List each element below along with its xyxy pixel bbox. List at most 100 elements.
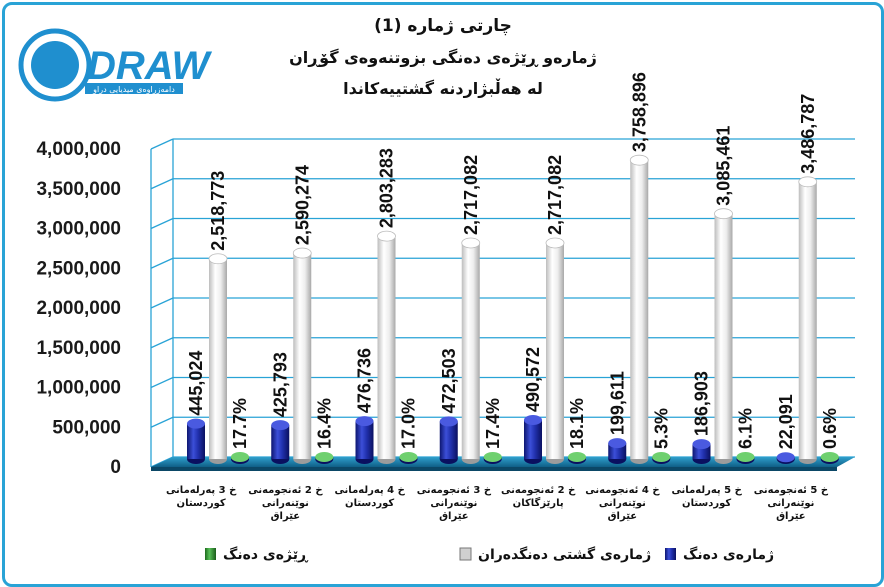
bar-cap <box>692 439 711 450</box>
x-tick-label: نوێنەرانی <box>599 498 646 509</box>
y-tick-label: 3,500,000 <box>36 179 121 200</box>
bar-votes <box>608 438 627 464</box>
x-tick-label: نوێنەرانی <box>262 498 309 509</box>
value-labels: 445,024 2,518,773 17.7% 425,793 2,590,274 16.… <box>186 72 840 449</box>
value-label-votes: 445,024 <box>186 351 206 416</box>
bar-cap <box>524 414 542 425</box>
chart-title-line-1: چارتی ژمارە (1) <box>374 16 512 36</box>
bar-cap <box>208 253 228 265</box>
gridline-diag <box>150 337 174 349</box>
bar-vote-share <box>231 452 249 464</box>
draw-logo: DRAW دامەزراوەی میدیایی دراو <box>18 28 212 102</box>
x-tick-label: کوردستان <box>682 498 731 509</box>
legend-swatch <box>459 547 472 561</box>
bar-votes <box>271 420 290 464</box>
x-tick-label: نوێنەرانی <box>767 498 814 509</box>
x-tick-label: خ 2 ئەنجومەنی <box>501 485 576 496</box>
y-tick-label: 1,000,000 <box>36 378 121 399</box>
y-tick-label: 4,000,000 <box>36 139 121 160</box>
bar-body <box>798 181 817 460</box>
x-tick-label: عێراق <box>776 511 806 522</box>
value-label-vote-share: 0.6% <box>820 408 840 449</box>
value-label-total-voters: 2,590,274 <box>292 165 312 245</box>
legend-label: ژمارەی گشتی دەنگدەران <box>478 546 651 563</box>
bar-cap <box>399 452 418 462</box>
bar-cap <box>315 452 334 462</box>
bar-total-voters <box>377 230 396 464</box>
gridline-diag <box>150 217 174 230</box>
logo-tagline-bar <box>85 83 183 94</box>
legend-swatch <box>665 548 676 560</box>
x-tick-label: کوردستان <box>177 498 226 509</box>
value-label-votes: 199,611 <box>607 371 627 435</box>
bar-total-voters <box>208 253 228 464</box>
bar-vote-share <box>652 452 671 464</box>
value-label-total-voters: 2,803,283 <box>377 148 397 228</box>
bar-cap <box>231 452 249 462</box>
bar-cap <box>608 438 627 449</box>
gridline-diag <box>150 138 174 150</box>
bar-cap <box>439 416 458 427</box>
value-label-vote-share: 17.7% <box>230 398 250 449</box>
bar-cap <box>568 452 586 462</box>
bar-total-voters <box>714 208 733 464</box>
x-tick-label: خ 2 ئەنجومەنی <box>248 485 323 496</box>
y-tick-label: 2,500,000 <box>36 258 121 279</box>
value-label-total-voters: 3,758,896 <box>629 72 649 152</box>
value-label-vote-share: 5.3% <box>651 408 671 449</box>
bar-vote-share <box>315 452 334 464</box>
logo-tagline: دامەزراوەی میدیایی دراو <box>92 85 175 94</box>
x-tick-label: خ 4 ئەنجومەنی <box>585 485 660 496</box>
bar-vote-share <box>736 452 755 464</box>
bar-total-voters <box>461 237 481 464</box>
legend-item-total-voters: ژمارەی گشتی دەنگدەران <box>459 546 651 563</box>
bar-total-voters <box>629 154 649 464</box>
x-tick-label: نوێنەرانی <box>430 498 477 509</box>
bar-total-voters <box>798 176 818 464</box>
y-tick-label: 1,500,000 <box>36 338 121 359</box>
bar-body <box>271 425 290 459</box>
legend-item-votes: ژمارەی دەنگ <box>665 546 774 563</box>
chart-title-line-2: ژمارەو ڕێژەی دەنگی بزوتنەوەی گۆڕان <box>289 48 597 67</box>
bar-vote-share <box>399 452 418 464</box>
value-label-total-voters: 2,518,773 <box>208 171 228 251</box>
bar-cap <box>736 452 755 462</box>
value-label-vote-share: 17.4% <box>483 398 503 449</box>
bar-body <box>377 236 396 459</box>
value-label-total-voters: 2,717,082 <box>461 155 481 235</box>
bar-vote-share <box>568 452 586 464</box>
gridline-diag <box>150 376 174 389</box>
bar-body <box>546 242 564 459</box>
legend-label: ڕێژەی دەنگ <box>223 546 309 563</box>
bar-body <box>355 421 374 459</box>
bar-cap <box>355 416 374 427</box>
bar-cap <box>820 452 839 462</box>
value-label-total-voters: 3,085,461 <box>714 126 734 206</box>
gridline-diag <box>150 297 174 309</box>
bar-body <box>630 160 649 459</box>
x-tick-label: عێراق <box>271 511 301 522</box>
x-tick-label: خ 3 ئەنجومەنی <box>417 485 492 496</box>
value-label-votes: 472,503 <box>439 348 459 413</box>
bar-body <box>439 421 458 459</box>
x-tick-label: خ 5 ئەنجومەنی <box>754 485 829 496</box>
bar-body <box>461 242 480 459</box>
x-tick-label: عێراق <box>608 511 638 522</box>
bar-cap <box>187 418 205 429</box>
bar-body <box>209 258 227 459</box>
y-tick-label: 3,000,000 <box>36 219 121 240</box>
x-tick-label: خ 3 پەرلەمانی <box>166 485 237 496</box>
chart-title-line-3: لە هەڵبژاردنە گشتییەکاندا <box>343 78 543 98</box>
bar-cap <box>714 208 733 220</box>
floor-edge <box>151 467 837 471</box>
value-label-vote-share: 17.0% <box>399 398 419 449</box>
y-tick-label: 500,000 <box>52 417 121 438</box>
bar-cap <box>545 237 565 249</box>
bar-votes <box>776 452 795 464</box>
bar-body <box>524 419 542 459</box>
gridline-diag <box>150 416 174 428</box>
bar-cap <box>461 237 481 249</box>
bar-votes <box>187 418 205 464</box>
bar-cap <box>652 452 671 462</box>
